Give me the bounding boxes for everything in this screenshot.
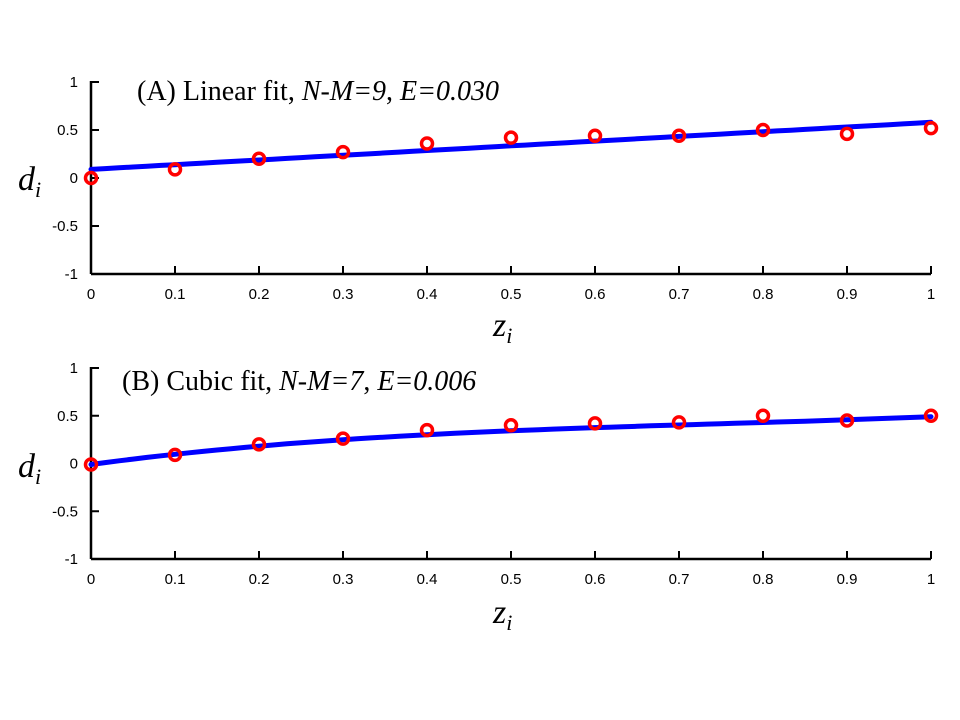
panel-a-xtick-label: 0.5 (501, 286, 522, 303)
panel-b-data-point (671, 415, 687, 430)
panel-a-ytick-label: -0.5 (52, 218, 78, 235)
panel-a-ytick-label: 0 (70, 170, 78, 187)
panel-a-data-point (83, 170, 99, 186)
panel-b-title-sep: , (363, 366, 377, 397)
panel-a-data-point (335, 144, 351, 160)
panel-a-xtick-label: 0 (87, 286, 95, 303)
panel-b-data-point (251, 437, 267, 452)
panel-a-data-point (503, 130, 519, 145)
panel-a-title-sep: , (386, 76, 400, 107)
panel-a-xtick-label: 0.3 (333, 286, 354, 303)
panel-b-title: (B) Cubic fit, N-M=7, E=0.006 (122, 366, 476, 397)
panel-b-ytick-label: 0 (70, 456, 78, 473)
panel-b-data-point (587, 416, 603, 431)
panel-a-xtick-label: 0.1 (165, 286, 186, 303)
panel-b-xtick-label: 1 (927, 571, 935, 588)
panel-b-data-point (335, 431, 351, 446)
panel-a-title-nm: N-M=9 (301, 76, 386, 107)
panel-b-xlabel-main: z (492, 594, 506, 631)
panel-a-ytick-label: 1 (70, 74, 78, 91)
panel-b-title-prefix: (B) Cubic fit, (122, 366, 279, 397)
panel-b-data-point (503, 418, 519, 433)
panel-a-data-point (167, 162, 183, 177)
panel-a-xtick-label: 0.2 (249, 286, 270, 303)
panel-b-data-point (839, 413, 855, 428)
panel-b-xtick-label: 0.9 (837, 571, 858, 588)
panel-a-title: (A) Linear fit, N-M=9, E=0.030 (137, 76, 499, 107)
panel-b-xtick-label: 0.1 (165, 571, 186, 588)
panel-a-xtick-label: 0.9 (837, 286, 858, 303)
panel-b-xtick-label: 0.2 (249, 571, 270, 588)
panel-a-ylabel: di (18, 161, 41, 202)
panel-b-data-point (419, 422, 435, 438)
panel-b-ytick-label: 0.5 (57, 408, 78, 425)
panel-b-data-point (83, 457, 99, 472)
panel-b-xlabel: zi (492, 594, 512, 635)
panel-b-ylabel-sub: i (35, 464, 41, 489)
panel-a-xtick-label: 0.4 (417, 286, 438, 303)
panel-a-ylabel-main: d (18, 161, 36, 198)
panel-b: (B) Cubic fit, N-M=7, E=0.006 di zi -1-0… (18, 360, 939, 635)
panel-a-data-point (839, 126, 855, 142)
panel-b-data-point (167, 447, 183, 463)
panel-b-ylabel: di (18, 448, 41, 489)
panel-b-title-error: E=0.006 (376, 366, 476, 397)
panel-b-ytick-label: 1 (70, 360, 78, 377)
panel-b-data-point (755, 408, 771, 423)
panel-a-data-point (419, 136, 435, 151)
panel-b-fit-line (88, 414, 934, 467)
panel-a-data-point (671, 128, 687, 144)
panel-a-fit-line (88, 119, 934, 172)
panel-a-xlabel: zi (492, 307, 512, 348)
panel-b-ytick-label: -0.5 (52, 503, 78, 520)
panel-a-xtick-label: 1 (927, 286, 935, 303)
panel-b-xtick-label: 0.5 (501, 571, 522, 588)
panel-b-xtick-label: 0.6 (585, 571, 606, 588)
panel-a-xtick-label: 0.6 (585, 286, 606, 303)
panel-a-title-prefix: (A) Linear fit, (137, 76, 302, 107)
panel-a-xlabel-main: z (492, 307, 506, 344)
panel-a-data-point (755, 122, 771, 138)
panel-b-title-nm: N-M=7 (278, 366, 364, 397)
panel-a-xtick-label: 0.8 (753, 286, 774, 303)
panel-a-data-point (251, 151, 267, 167)
panel-a-ytick-label: -1 (65, 266, 78, 283)
panel-b-ytick-label: -1 (65, 551, 78, 568)
panel-b-xtick-label: 0.8 (753, 571, 774, 588)
panel-a-xtick-label: 0.7 (669, 286, 690, 303)
panel-a-title-error: E=0.030 (399, 76, 499, 107)
panel-a-data-point (587, 128, 603, 144)
panel-b-ylabel-main: d (18, 448, 36, 485)
panel-b-xtick-label: 0.3 (333, 571, 354, 588)
panel-b-xtick-label: 0 (87, 571, 95, 588)
panel-a-ytick-label: 0.5 (57, 122, 78, 139)
panel-b-data-point (923, 408, 939, 423)
panel-b-xtick-label: 0.7 (669, 571, 690, 588)
panel-b-xtick-label: 0.4 (417, 571, 438, 588)
panel-a-data-point (923, 120, 939, 136)
panel-a-xlabel-sub: i (506, 323, 512, 348)
panel-a: (A) Linear fit, N-M=9, E=0.030 di zi -1-… (18, 74, 939, 348)
panel-a-ylabel-sub: i (35, 177, 41, 202)
panel-b-xlabel-sub: i (506, 610, 512, 635)
